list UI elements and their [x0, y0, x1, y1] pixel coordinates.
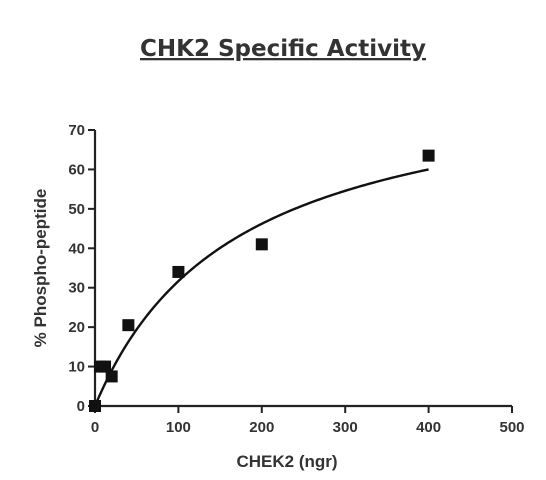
x-tick-label: 400	[416, 419, 441, 436]
x-axis-ticks: 0 100 200 300 400 500	[91, 406, 525, 436]
x-axis-label: CHEK2 (ngr)	[236, 452, 337, 471]
x-tick-label: 0	[91, 419, 99, 436]
y-tick-label: 10	[68, 359, 85, 376]
data-point	[422, 149, 435, 162]
x-tick-label: 100	[166, 419, 191, 436]
y-tick-label: 60	[68, 161, 85, 178]
plot-area: 0 100 200 300 400 500 0 10 20 30 40 50 60 70	[68, 122, 524, 436]
y-tick-label: 70	[68, 122, 85, 139]
y-tick-label: 0	[77, 398, 85, 415]
y-axis-label: % Phospho-peptide	[31, 189, 50, 348]
data-point	[172, 265, 185, 278]
data-point	[122, 319, 135, 332]
data-points	[89, 149, 435, 412]
fit-curve	[93, 168, 429, 407]
data-point	[99, 360, 112, 373]
y-tick-label: 30	[68, 280, 85, 297]
x-tick-label: 500	[499, 419, 524, 436]
data-point	[255, 238, 268, 251]
y-tick-label: 50	[68, 201, 85, 218]
y-axis-ticks: 0 10 20 30 40 50 60 70	[68, 122, 95, 415]
x-tick-label: 200	[249, 419, 274, 436]
chart-title: CHK2 Specific Activity	[140, 36, 426, 62]
x-tick-label: 300	[333, 419, 358, 436]
data-point	[105, 370, 118, 383]
y-tick-label: 20	[68, 319, 85, 336]
data-point	[89, 400, 101, 412]
y-tick-label: 40	[68, 240, 85, 257]
